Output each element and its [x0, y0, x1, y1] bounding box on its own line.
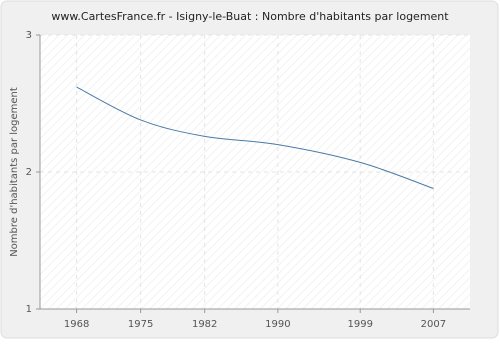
- x-tick-label: 1968: [64, 319, 89, 330]
- y-tick-label: 3: [26, 30, 32, 41]
- x-tick-label: 1982: [192, 319, 217, 330]
- x-tick-label: 1990: [265, 319, 290, 330]
- plot-area: [40, 35, 470, 309]
- y-tick-label: 2: [26, 167, 32, 178]
- chart-title: www.CartesFrance.fr - Isigny-le-Buat : N…: [51, 10, 449, 23]
- y-tick-label: 1: [26, 304, 32, 315]
- x-tick-label: 2007: [421, 319, 446, 330]
- y-axis-label: Nombre d'habitants par logement: [9, 87, 20, 257]
- line: [76, 86, 434, 189]
- x-tick-label: 1999: [347, 319, 372, 330]
- x-tick-label: 1975: [128, 319, 153, 330]
